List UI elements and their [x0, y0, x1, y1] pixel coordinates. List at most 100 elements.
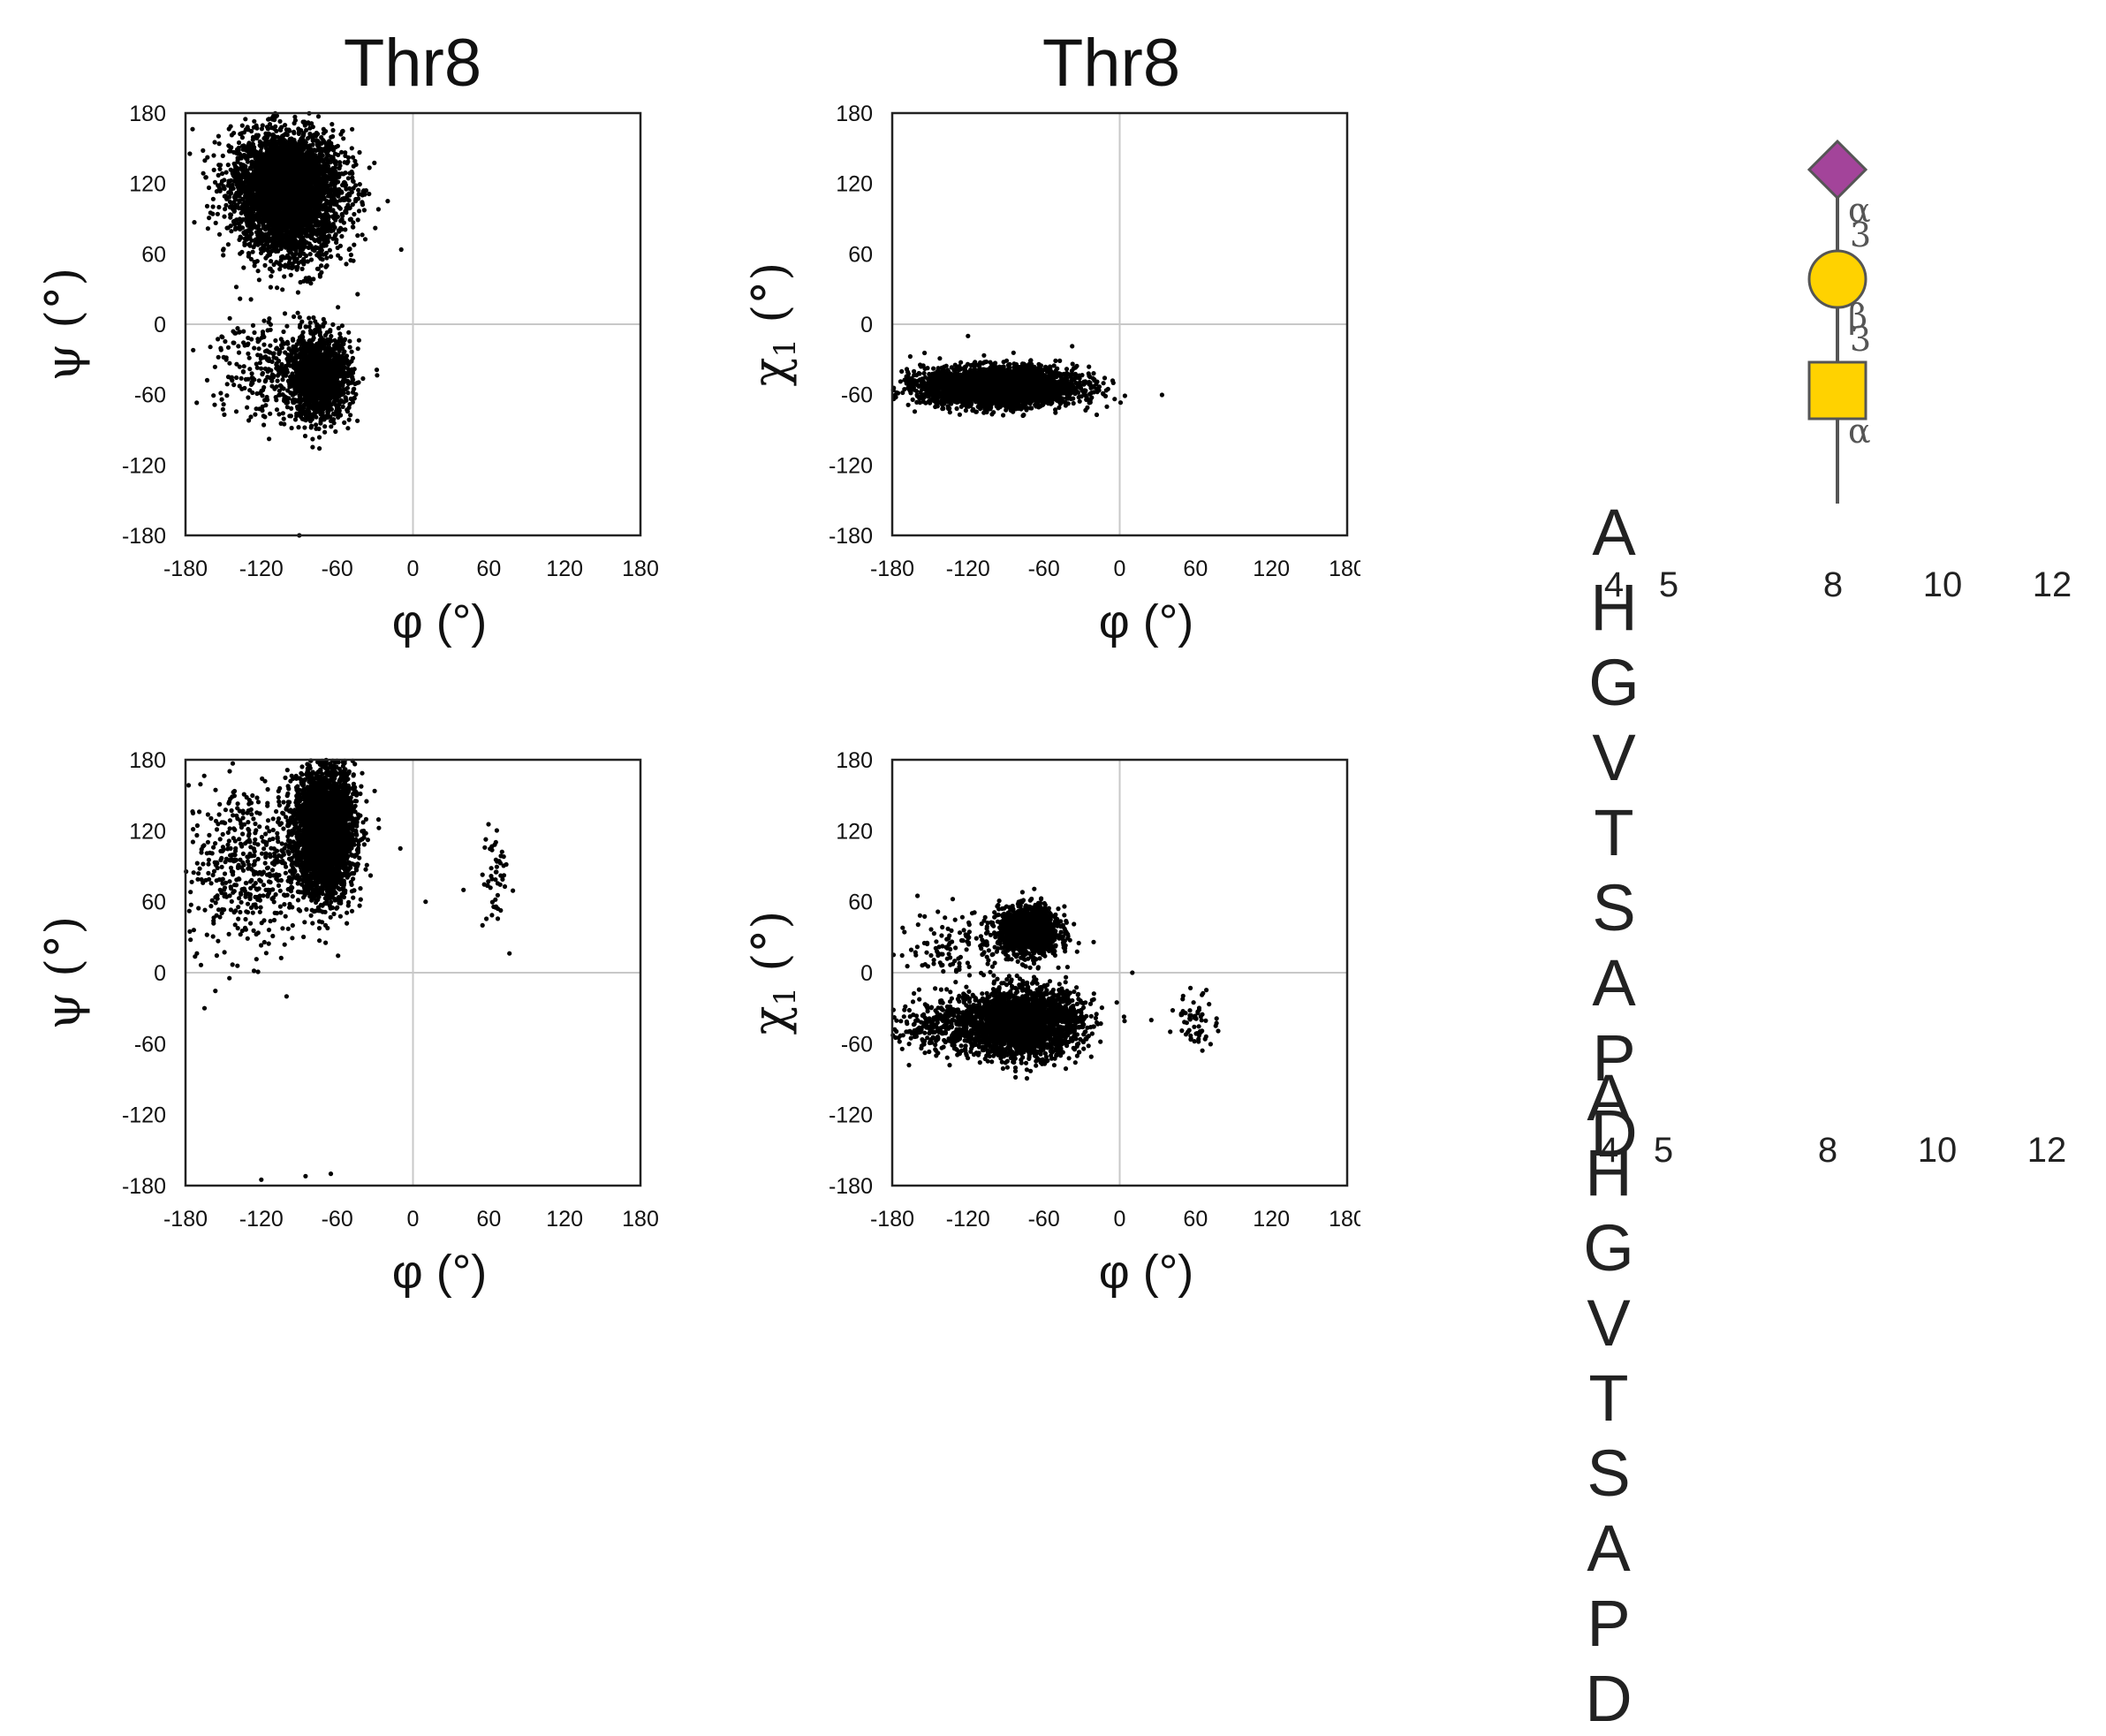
data-point — [211, 153, 216, 157]
data-point — [343, 154, 347, 158]
data-point — [288, 137, 292, 141]
data-point — [277, 223, 281, 227]
data-point — [306, 184, 310, 188]
data-point — [251, 209, 255, 214]
data-point — [265, 254, 269, 258]
data-point — [255, 224, 260, 229]
data-point — [303, 189, 307, 193]
data-point — [285, 198, 290, 202]
data-point — [306, 120, 310, 125]
data-point — [303, 434, 307, 438]
data-point — [236, 226, 240, 231]
data-point — [363, 237, 367, 241]
data-point — [216, 212, 220, 216]
data-point — [315, 143, 320, 148]
data-point — [239, 183, 243, 187]
data-point — [340, 212, 345, 216]
data-point — [230, 133, 234, 137]
data-point — [319, 270, 323, 275]
data-point — [277, 412, 281, 416]
data-point — [259, 241, 263, 246]
data-point — [261, 211, 266, 216]
data-point — [253, 163, 257, 168]
data-point — [266, 179, 270, 184]
data-point — [315, 170, 320, 174]
data-point — [348, 258, 352, 262]
data-point — [237, 148, 241, 152]
data-point — [299, 260, 304, 264]
data-point — [307, 132, 312, 136]
data-point — [322, 196, 327, 201]
data-point — [257, 219, 261, 224]
data-point — [259, 185, 263, 189]
data-point — [339, 234, 344, 239]
data-point — [314, 246, 318, 250]
data-point — [259, 169, 263, 173]
data-point — [367, 192, 371, 196]
data-point — [314, 191, 319, 195]
data-point — [260, 126, 264, 131]
data-point — [252, 145, 256, 149]
data-point — [328, 177, 332, 181]
data-point — [311, 315, 315, 320]
data-point — [261, 201, 265, 206]
data-point — [360, 232, 365, 237]
data-point — [304, 208, 308, 212]
data-point — [373, 226, 377, 231]
data-point — [341, 196, 345, 201]
data-point — [316, 114, 321, 118]
data-point — [309, 257, 314, 262]
data-point — [346, 176, 351, 180]
data-point — [222, 184, 226, 188]
data-point — [357, 208, 361, 213]
data-point — [257, 277, 261, 282]
data-point — [244, 156, 248, 161]
data-point — [314, 138, 319, 142]
data-point — [326, 222, 330, 226]
data-point — [240, 135, 245, 140]
data-point — [342, 421, 346, 425]
data-point — [356, 346, 360, 351]
data-point — [314, 204, 319, 208]
data-point — [284, 152, 289, 156]
data-point — [284, 232, 288, 237]
data-point — [312, 216, 316, 221]
data-point — [266, 118, 270, 122]
data-point — [295, 177, 299, 181]
data-point — [280, 377, 284, 382]
data-point — [353, 199, 358, 203]
data-point — [299, 245, 303, 249]
data-point — [314, 422, 318, 427]
data-point — [307, 152, 312, 156]
data-point — [334, 216, 338, 220]
data-point — [342, 221, 346, 225]
data-point — [352, 212, 356, 216]
data-point — [239, 220, 243, 224]
data-point — [298, 158, 302, 163]
data-point — [347, 418, 352, 422]
data-point — [304, 324, 308, 329]
data-point — [314, 148, 318, 153]
data-point — [322, 127, 326, 132]
plots: -180-180-120-120-60-60006060120120180180… — [0, 0, 1360, 1340]
data-point — [233, 164, 238, 169]
data-point — [330, 134, 335, 139]
data-point — [240, 124, 245, 128]
data-point — [348, 345, 352, 349]
data-point — [306, 136, 310, 140]
data-point — [226, 225, 231, 230]
data-point — [217, 232, 222, 237]
data-point — [294, 183, 299, 187]
data-point — [247, 175, 252, 179]
data-point — [266, 148, 270, 152]
data-point — [311, 156, 315, 161]
data-point — [289, 205, 293, 209]
data-point — [333, 165, 337, 170]
data-point — [338, 256, 343, 261]
data-point — [331, 222, 336, 226]
data-point — [249, 184, 254, 188]
data-point — [309, 424, 314, 428]
data-point — [292, 178, 296, 183]
data-point — [304, 140, 308, 145]
data-point — [318, 274, 322, 278]
